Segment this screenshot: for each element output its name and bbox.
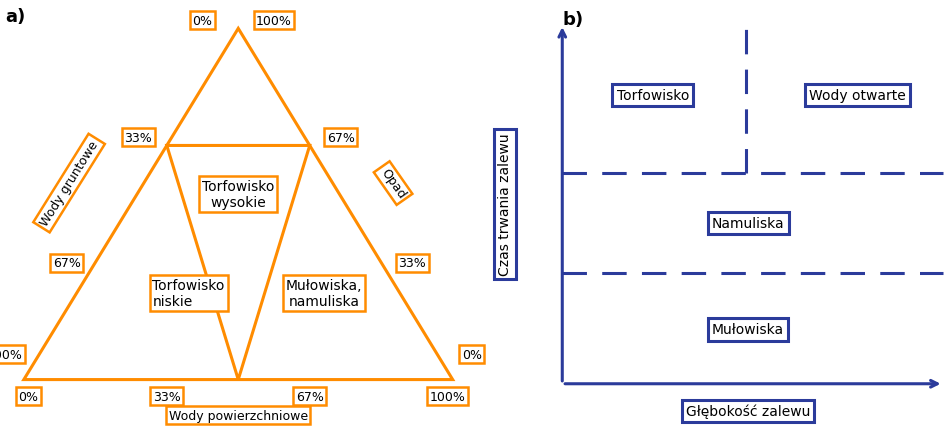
Text: 0%: 0% (19, 390, 38, 403)
Text: 33%: 33% (398, 256, 426, 269)
Text: Mułowiska,
namuliska: Mułowiska, namuliska (286, 278, 362, 309)
Text: Torfowisko
wysokie: Torfowisko wysokie (202, 180, 274, 210)
Text: Głębokość zalewu: Głębokość zalewu (685, 404, 809, 418)
Text: b): b) (562, 11, 583, 28)
Text: Czas trwania zalewu: Czas trwania zalewu (498, 133, 511, 276)
Text: 100%: 100% (0, 348, 23, 361)
Text: Wody gruntowe: Wody gruntowe (37, 139, 101, 229)
Text: 67%: 67% (52, 256, 81, 269)
Text: Torfowisko
niskie: Torfowisko niskie (152, 278, 225, 309)
Text: Namuliska: Namuliska (711, 216, 783, 230)
Text: 0%: 0% (192, 15, 212, 28)
Text: Wody otwarte: Wody otwarte (808, 89, 905, 103)
Text: 67%: 67% (327, 131, 354, 144)
Text: 33%: 33% (124, 131, 152, 144)
Text: 67%: 67% (295, 390, 324, 403)
Text: Torfowisko: Torfowisko (616, 89, 688, 103)
Text: a): a) (5, 9, 25, 26)
Text: 0%: 0% (462, 348, 481, 361)
Text: 100%: 100% (256, 15, 291, 28)
Text: 33%: 33% (152, 390, 181, 403)
Text: Wody powierzchniowe: Wody powierzchniowe (169, 408, 307, 422)
Text: 100%: 100% (429, 390, 466, 403)
Text: Opad: Opad (378, 166, 407, 201)
Text: Mułowiska: Mułowiska (711, 322, 783, 337)
